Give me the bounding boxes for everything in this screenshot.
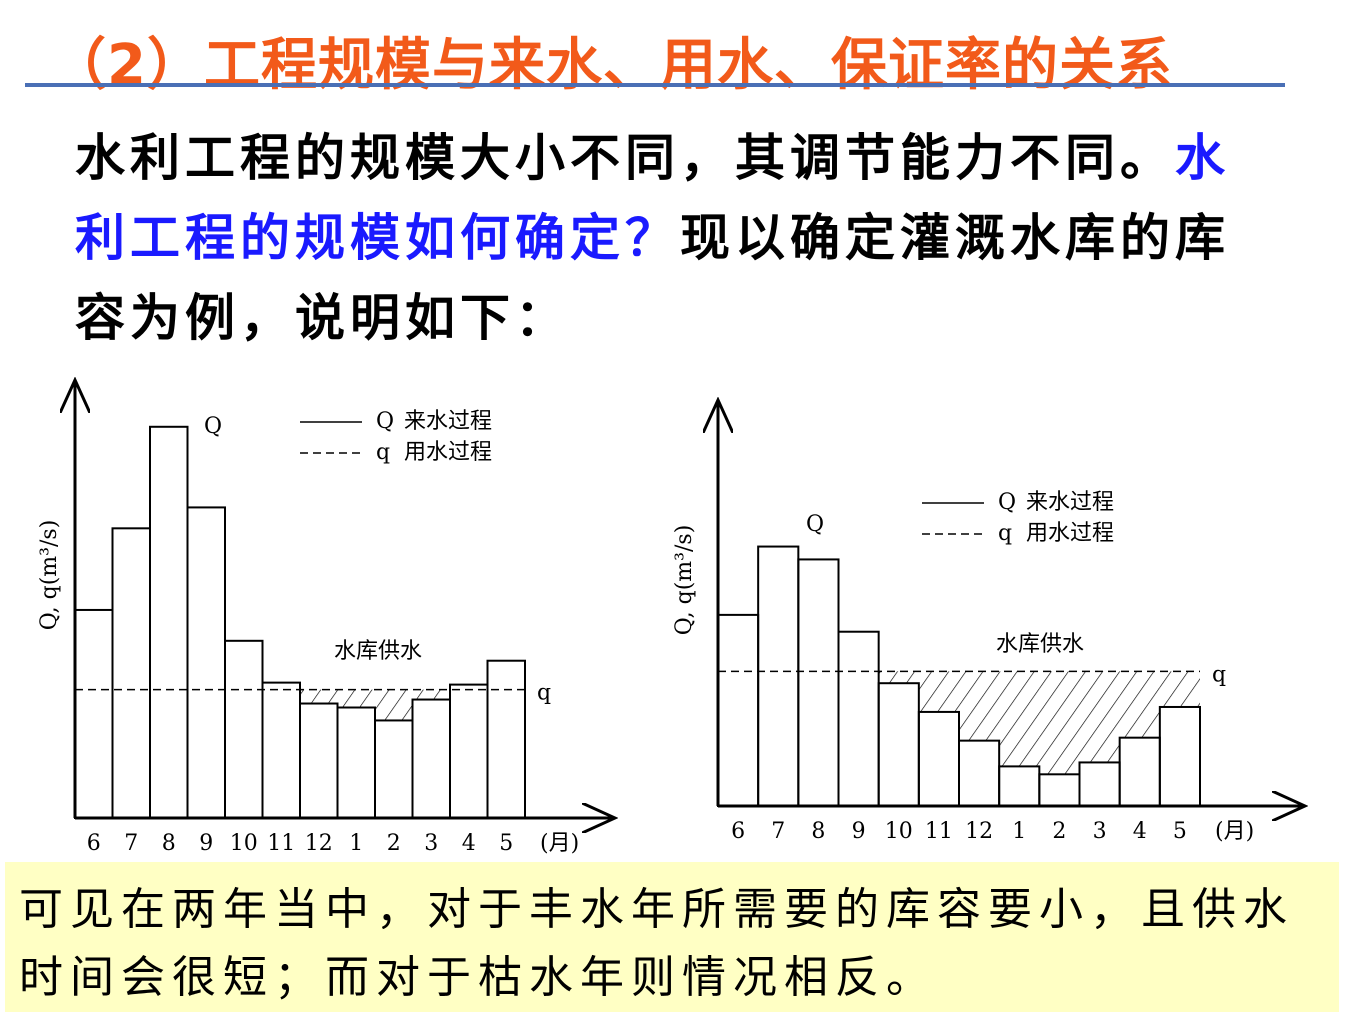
bar [224, 639, 264, 819]
bar [1158, 705, 1202, 807]
x-tick-label: 8 [162, 831, 176, 856]
x-unit: (月) [540, 831, 579, 856]
supply-area [337, 689, 375, 708]
bar [1078, 761, 1121, 807]
supply-area [375, 689, 413, 721]
supply-area [918, 671, 959, 712]
supply-area [1039, 671, 1080, 775]
legend-label: 来水过程 [1026, 490, 1114, 515]
x-tick-label: 10 [885, 819, 913, 844]
x-tick-label: 7 [124, 831, 138, 856]
x-unit: (月) [1215, 819, 1254, 844]
x-tick-label: 3 [1093, 819, 1107, 844]
annotation: 水库供水 [996, 632, 1084, 657]
x-tick-label: 4 [1133, 819, 1147, 844]
bar [917, 710, 960, 807]
legend-symbol: Q [376, 409, 394, 434]
legend-symbol: q [376, 440, 390, 465]
legend-label: 用水过程 [1026, 521, 1114, 546]
x-tick-label: 8 [811, 819, 825, 844]
x-tick-label: 10 [230, 831, 258, 856]
bar [261, 681, 301, 819]
text-run: 现以确定灌溉水库的库容为例，说明如下： [75, 209, 1230, 347]
text-run: 水利工程的规模大小不同，其调节能力不同。 [75, 129, 1175, 187]
x-tick-label: 7 [771, 819, 785, 844]
supply-area [300, 689, 338, 704]
bar [837, 630, 880, 808]
bar [411, 698, 451, 819]
title-underline [25, 83, 1285, 87]
supply-area [959, 671, 1000, 741]
x-tick-label: 4 [462, 831, 476, 856]
conclusion-note: 可见在两年当中，对于丰水年所需要的库容要小，且供水时间会很短；而对于枯水年则情况… [5, 862, 1339, 1012]
x-tick-label: 1 [1012, 819, 1026, 844]
legend-label: 用水过程 [404, 440, 492, 465]
supply-area [1119, 671, 1160, 738]
x-tick-label: 9 [852, 819, 866, 844]
supply-area [1079, 671, 1120, 763]
bar [717, 613, 760, 808]
x-tick-label: 2 [1052, 819, 1066, 844]
bar [958, 739, 1001, 808]
bar [797, 558, 840, 807]
bar [998, 765, 1041, 808]
legend-label: 来水过程 [404, 409, 492, 434]
x-tick-label: 6 [731, 819, 745, 844]
bar [757, 545, 800, 807]
x-tick-label: 12 [965, 819, 993, 844]
x-tick-label: 5 [499, 831, 513, 856]
supply-area [999, 671, 1040, 767]
series-label: Q [204, 414, 222, 439]
x-tick-label: 5 [1173, 819, 1187, 844]
paragraph: 水利工程的规模大小不同，其调节能力不同。水利工程的规模如何确定？现以确定灌溉水库… [75, 118, 1275, 358]
bar [299, 702, 339, 819]
bar [1118, 736, 1161, 807]
slide-title: （2）工程规模与来水、用水、保证率的关系 [50, 33, 1173, 98]
x-tick-label: 9 [199, 831, 213, 856]
x-tick-label: 11 [267, 831, 295, 856]
bar [374, 719, 414, 819]
series-label: Q [806, 512, 824, 537]
supply-area [412, 689, 450, 700]
bar [1038, 773, 1081, 807]
legend-symbol: Q [998, 490, 1016, 515]
bar [149, 425, 189, 819]
supply-area [1159, 671, 1200, 707]
x-tick-label: 3 [424, 831, 438, 856]
x-tick-label: 12 [305, 831, 333, 856]
y-axis-label: Q, q(m³/s) [672, 525, 697, 636]
bar [449, 683, 489, 819]
x-tick-label: 1 [349, 831, 363, 856]
bar [74, 608, 114, 820]
annotation: 水库供水 [334, 639, 422, 664]
text-run: 水利工程的规模如何确定？ [75, 129, 1230, 267]
bar [877, 682, 920, 808]
x-tick-label: 6 [87, 831, 101, 856]
legend-symbol: q [998, 521, 1012, 546]
demand-label: q [1212, 662, 1226, 687]
bar [486, 659, 526, 820]
supply-area [878, 671, 919, 684]
demand-label: q [537, 681, 551, 706]
bar [336, 706, 376, 819]
x-tick-label: 2 [387, 831, 401, 856]
bar [186, 506, 226, 819]
x-tick-label: 11 [925, 819, 953, 844]
y-axis-label: Q, q(m³/s) [37, 520, 62, 631]
bar [111, 527, 151, 820]
